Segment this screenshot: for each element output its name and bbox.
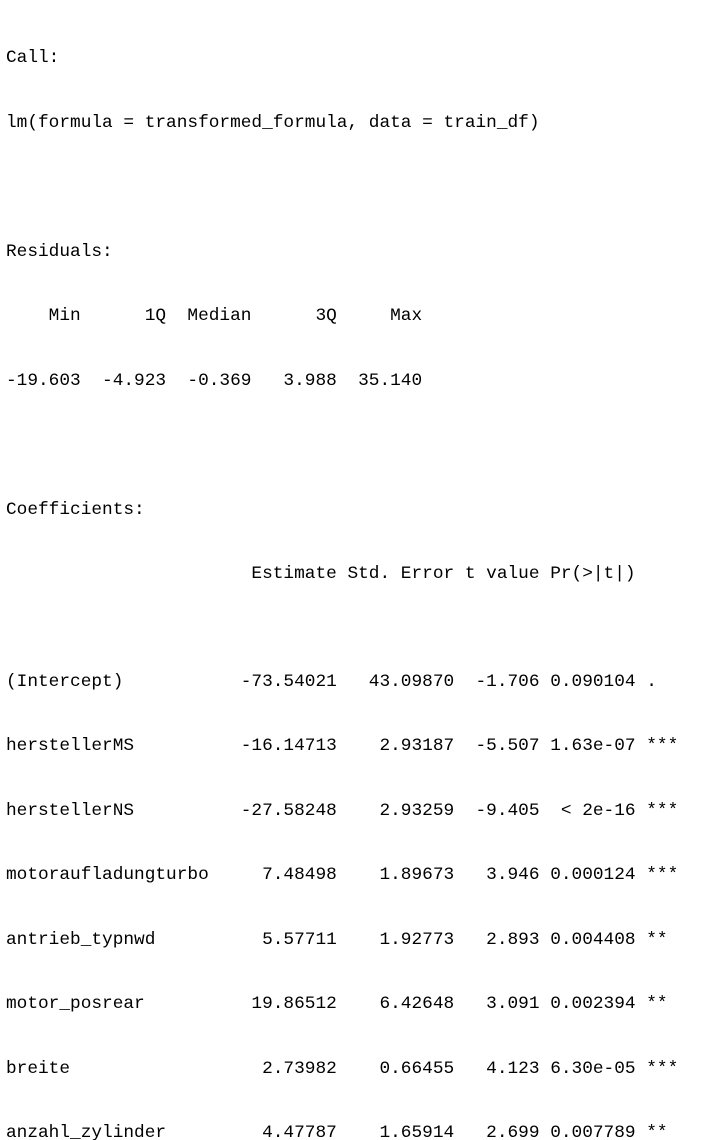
residuals-values: -19.603 -4.923 -0.369 3.988 35.140 [6, 371, 712, 393]
coefficient-row: motoraufladungturbo 7.48498 1.89673 3.94… [6, 865, 712, 887]
coefficient-row: motor_posrear 19.86512 6.42648 3.091 0.0… [6, 994, 712, 1016]
coefficients-table: (Intercept) -73.54021 43.09870 -1.706 0.… [6, 629, 712, 1140]
coefficient-row: breite 2.73982 0.66455 4.123 6.30e-05 **… [6, 1059, 712, 1081]
coefficients-header: Coefficients: [6, 500, 712, 522]
call-formula: lm(formula = transformed_formula, data =… [6, 113, 712, 135]
coefficients-table-header: Estimate Std. Error t value Pr(>|t|) [6, 564, 712, 586]
r-console-output: Call: lm(formula = transformed_formula, … [6, 5, 712, 1140]
blank-line [6, 177, 712, 199]
blank-line [6, 435, 712, 457]
coefficient-row: antrieb_typnwd 5.57711 1.92773 2.893 0.0… [6, 930, 712, 952]
coefficient-row: (Intercept) -73.54021 43.09870 -1.706 0.… [6, 672, 712, 694]
residuals-header: Residuals: [6, 242, 712, 264]
coefficient-row: herstellerNS -27.58248 2.93259 -9.405 < … [6, 801, 712, 823]
residuals-labels: Min 1Q Median 3Q Max [6, 306, 712, 328]
coefficient-row: anzahl_zylinder 4.47787 1.65914 2.699 0.… [6, 1123, 712, 1140]
call-header: Call: [6, 48, 712, 70]
coefficient-row: herstellerMS -16.14713 2.93187 -5.507 1.… [6, 736, 712, 758]
